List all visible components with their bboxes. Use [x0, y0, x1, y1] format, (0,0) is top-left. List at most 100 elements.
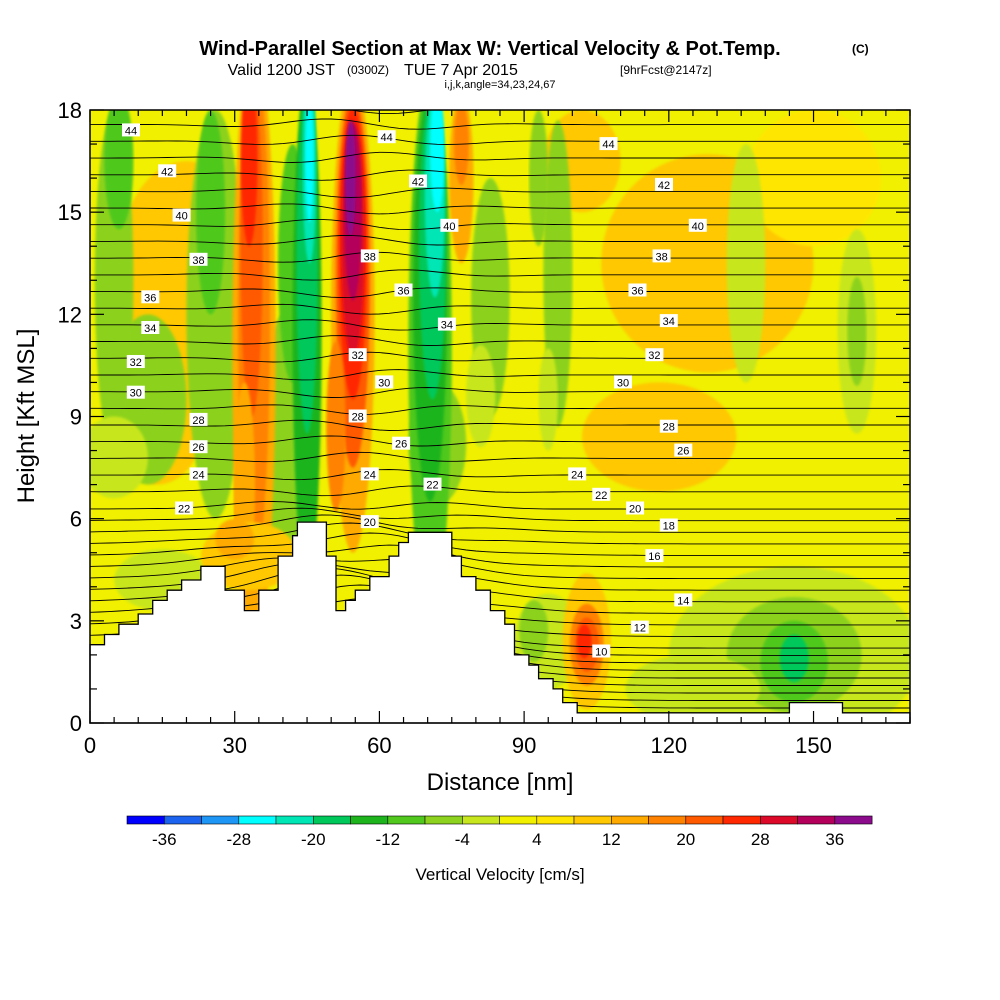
subtitle-indices: i,j,k,angle=34,23,24,67 — [444, 79, 555, 91]
theta-contour — [90, 544, 910, 568]
colorbar-swatch — [126, 815, 165, 825]
contour-label: 26 — [392, 436, 411, 451]
contour-label-text: 34 — [663, 316, 675, 328]
theta-contour — [90, 303, 910, 315]
theta-contour — [90, 169, 910, 181]
contour-label-text: 32 — [352, 350, 364, 362]
colorbar-swatch — [610, 815, 649, 825]
theta-contour — [90, 134, 910, 145]
contour-label-text: 30 — [378, 377, 390, 389]
y-tick-label: 6 — [70, 507, 82, 532]
x-tick-label: 0 — [84, 733, 96, 758]
theta-contour — [90, 187, 910, 198]
contour-label: 22 — [592, 487, 611, 502]
theta-contour — [90, 557, 910, 580]
contour-label-text: 34 — [144, 323, 156, 335]
velocity-region — [519, 600, 549, 662]
contour-label: 32 — [645, 348, 664, 362]
colorbar-swatch — [201, 815, 240, 825]
contour-label: 40 — [172, 208, 191, 223]
contour-label: 32 — [126, 355, 145, 369]
velocity-region — [104, 110, 134, 230]
velocity-region — [430, 110, 445, 213]
x-axis-label: Distance [nm] — [427, 769, 574, 796]
x-tick-label: 60 — [367, 733, 391, 758]
contour-label-text: 36 — [144, 292, 156, 304]
velocity-region — [466, 345, 496, 448]
velocity-region — [538, 348, 558, 451]
colorbar-swatch — [685, 815, 724, 825]
velocity-region — [746, 110, 881, 247]
colorbar-tick-label: -20 — [301, 830, 326, 849]
contour-label-text: 28 — [192, 415, 204, 427]
y-axis-label: Height [Kft MSL] — [13, 329, 40, 504]
colorbar-swatch — [164, 815, 202, 825]
colorbar-swatch — [648, 815, 687, 825]
velocity-region — [305, 110, 314, 223]
colorbar: -36 -28 -20 -12 -4 4 12 20 28 36 — [126, 815, 873, 849]
contour-label: 40 — [440, 218, 459, 233]
contour-label-text: 24 — [571, 469, 583, 481]
theta-contour — [90, 151, 910, 163]
contour-label: 42 — [158, 164, 177, 178]
contour-label-text: 44 — [125, 125, 137, 137]
colorbar-swatch — [275, 815, 314, 825]
colorbar-swatch — [312, 815, 351, 825]
contour-label-text: 40 — [692, 221, 704, 233]
colorbar-swatch — [536, 815, 575, 825]
velocity-region — [726, 144, 766, 383]
colorbar-tick-label: -12 — [376, 830, 401, 849]
contour-label-text: 30 — [130, 388, 142, 400]
contour-label: 34 — [659, 314, 678, 328]
contour-label: 34 — [141, 321, 160, 335]
contour-label-text: 26 — [395, 439, 407, 451]
contour-label: 30 — [126, 385, 145, 400]
colorbar-tick-label: 12 — [602, 830, 621, 849]
contour-label: 38 — [360, 249, 379, 263]
subtitle-date: TUE 7 Apr 2015 — [404, 62, 518, 79]
colorbar-swatch — [350, 815, 389, 825]
colorbar-swatch — [387, 815, 426, 825]
contour-label-text: 10 — [595, 647, 607, 659]
contour-label: 26 — [674, 443, 693, 458]
chart-title: Wind-Parallel Section at Max W: Vertical… — [199, 38, 780, 60]
contour-label-text: 42 — [161, 166, 173, 178]
theta-contour — [90, 522, 910, 545]
y-tick-label: 0 — [70, 711, 82, 736]
contour-label-text: 24 — [192, 469, 204, 481]
velocity-region — [241, 110, 258, 247]
theta-contour — [90, 335, 910, 346]
contour-labels: 44 44 44 42 42 42 40 40 40 38 38 38 36 36 36 34 34 34 32 32… — [122, 123, 707, 659]
colorbar-tick-label: 36 — [825, 830, 844, 849]
theta-contour — [90, 351, 910, 363]
contour-label-text: 14 — [677, 595, 689, 607]
vertical-velocity-field — [90, 110, 910, 723]
velocity-region — [779, 634, 809, 683]
contour-label: 40 — [688, 218, 707, 233]
contour-label-text: 22 — [178, 504, 190, 516]
velocity-region — [529, 110, 549, 247]
velocity-region — [582, 382, 737, 492]
plot-area: 44 44 44 42 42 42 40 40 40 38 38 38 36 36 36 34 34 34 32 32… — [89, 109, 911, 724]
velocity-region — [90, 416, 148, 499]
contour-label-text: 28 — [352, 412, 364, 424]
contour-label: 14 — [674, 593, 693, 607]
colorbar-swatch — [834, 815, 873, 825]
contour-label: 30 — [614, 375, 632, 389]
copyright-mark: (C) — [852, 42, 869, 56]
theta-contour — [90, 319, 910, 331]
contour-label-text: 38 — [192, 255, 204, 267]
theta-contour — [90, 287, 910, 299]
theta-contour — [90, 118, 910, 130]
subtitle-utc: (0300Z) — [347, 63, 389, 77]
contour-label: 44 — [599, 137, 618, 151]
contour-label: 26 — [189, 440, 208, 454]
theta-contour — [90, 451, 910, 463]
colorbar-tick-label: -4 — [455, 830, 470, 849]
theta-contour — [90, 387, 910, 398]
contour-label-text: 16 — [648, 551, 660, 563]
colorbar-swatch — [797, 815, 836, 825]
contour-label: 22 — [175, 501, 194, 516]
contour-label: 34 — [437, 317, 456, 332]
contour-label-text: 18 — [663, 521, 675, 533]
